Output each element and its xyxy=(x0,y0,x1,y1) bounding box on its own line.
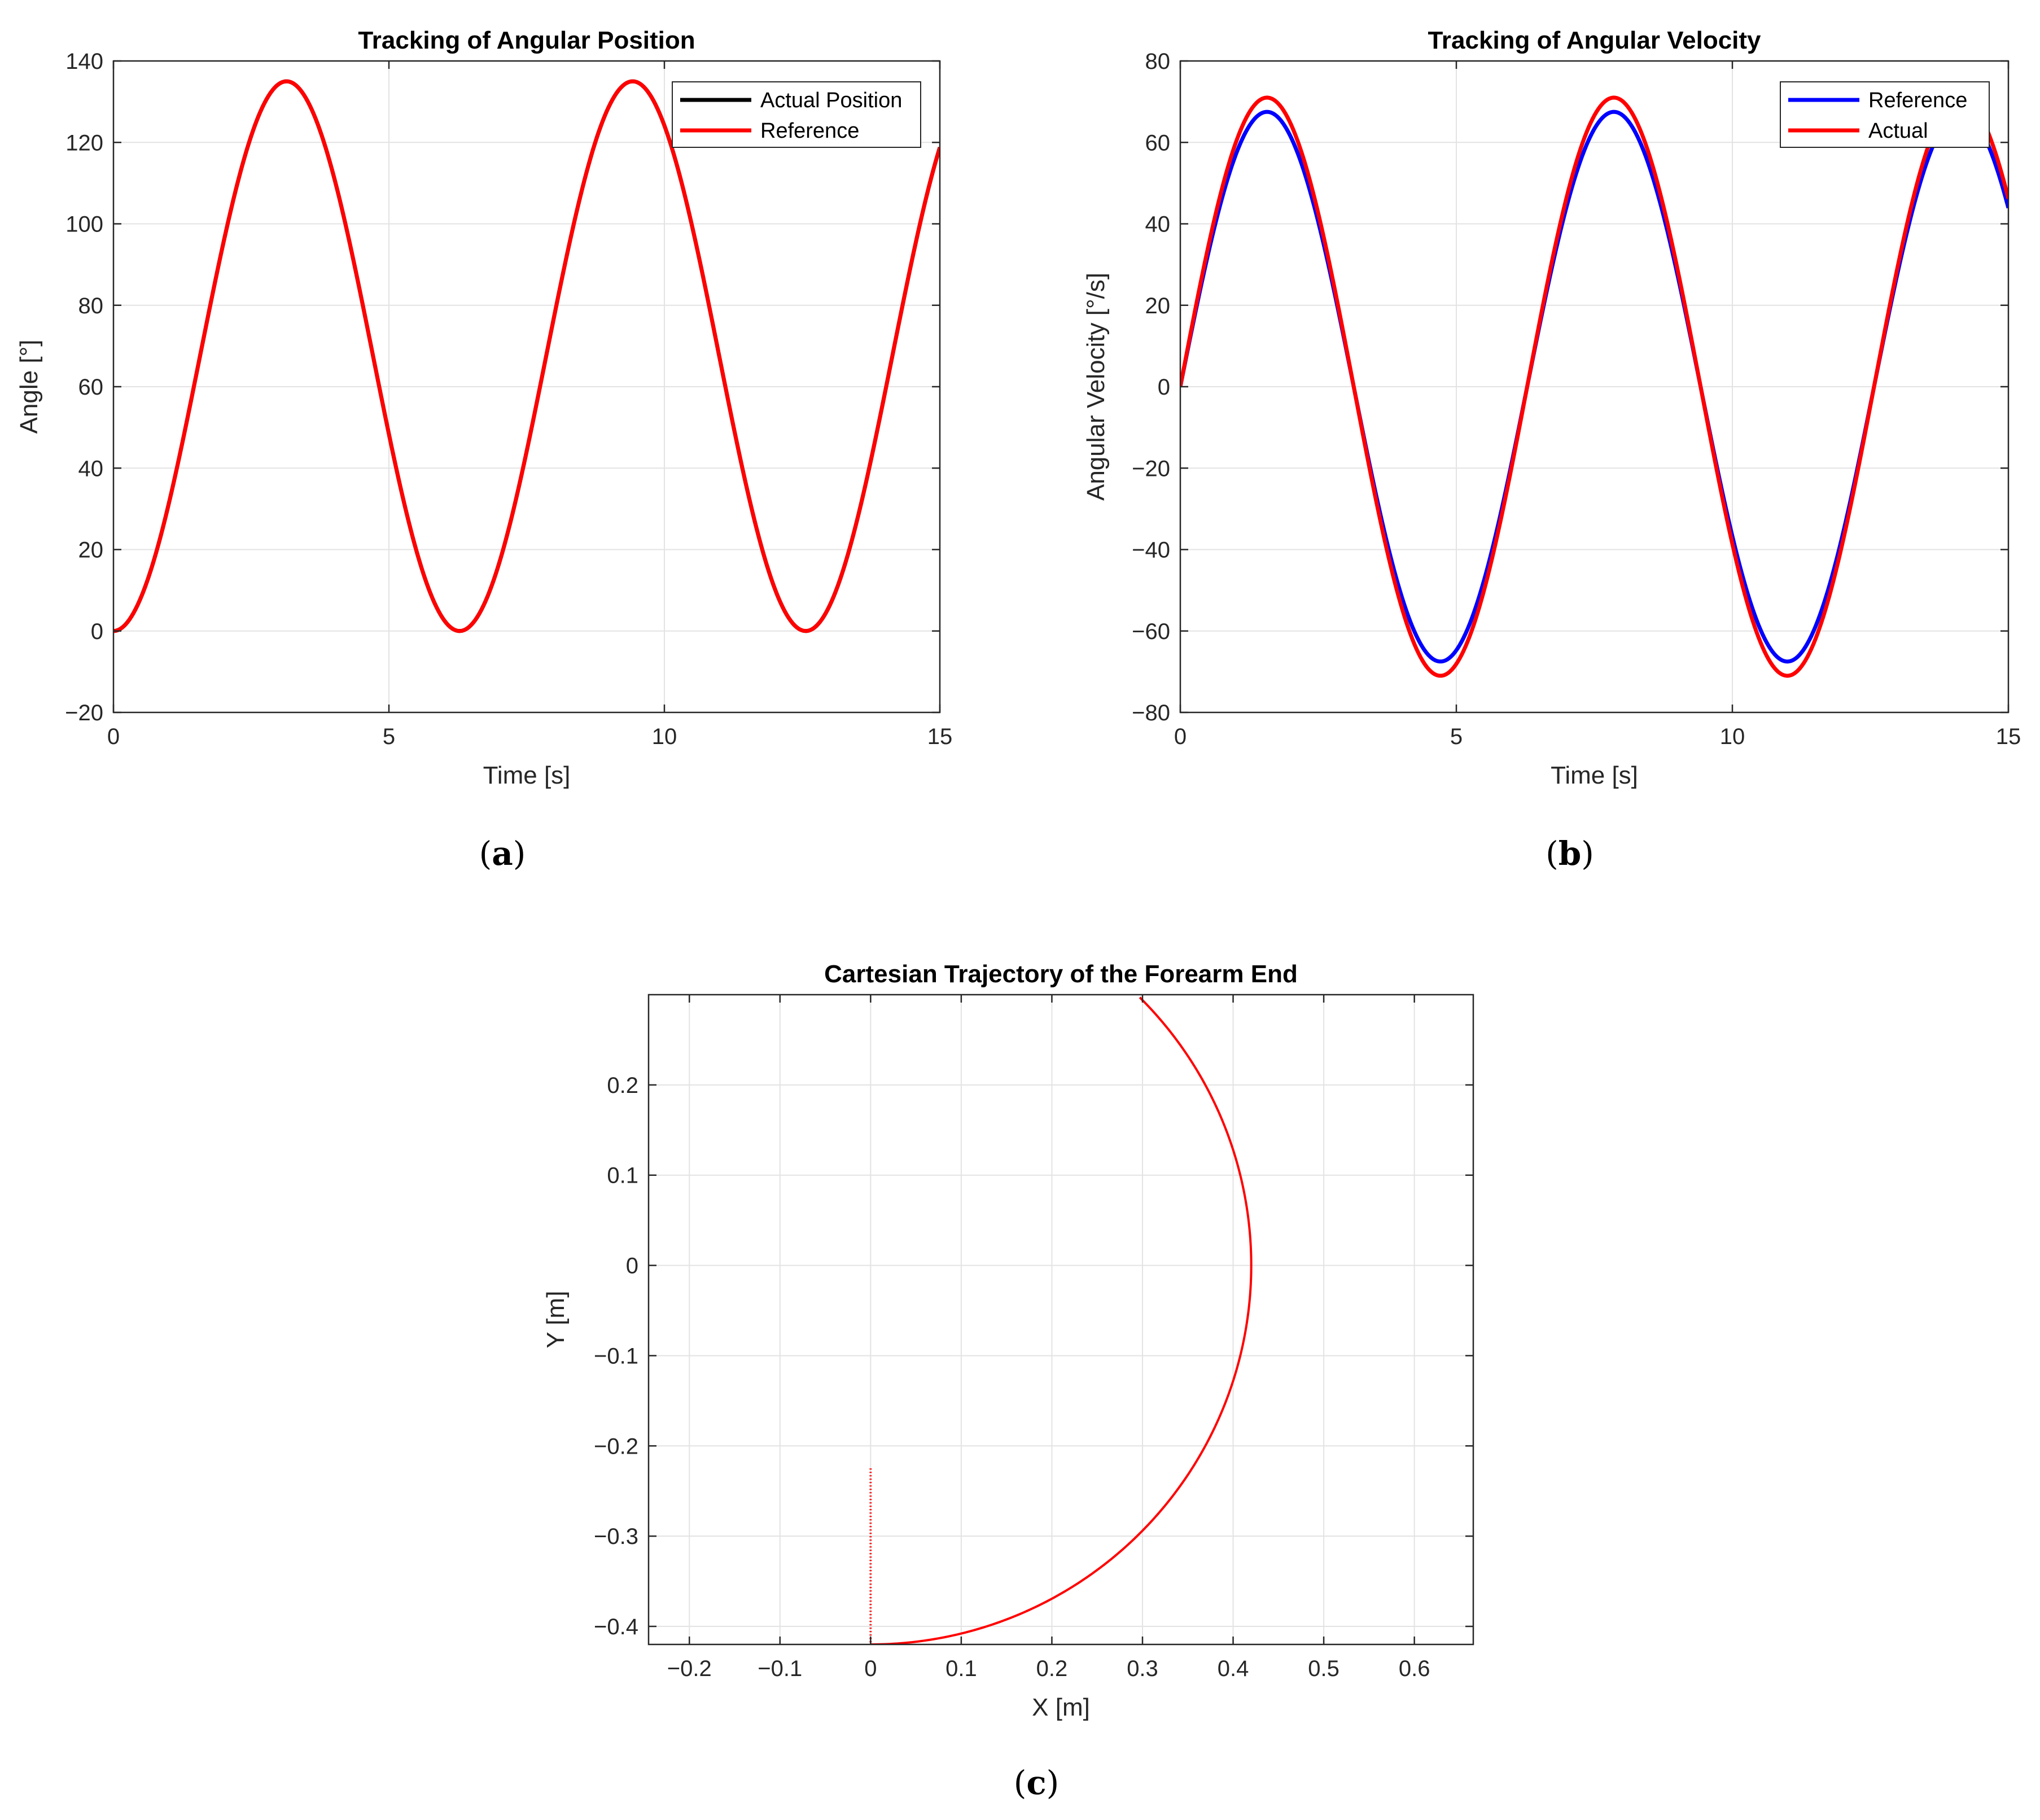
y-tick-label: −80 xyxy=(1132,701,1170,725)
y-tick-label: −0.3 xyxy=(594,1524,638,1549)
x-tick-label: −0.1 xyxy=(758,1656,802,1681)
caption-close-paren: ) xyxy=(1047,1764,1060,1802)
panel-caption: (c) xyxy=(1014,1764,1060,1802)
x-tick-label: 15 xyxy=(1996,724,2021,749)
y-tick-label: 0 xyxy=(1158,375,1170,400)
x-tick-label: 10 xyxy=(652,724,677,749)
x-tick-label: 0 xyxy=(1174,724,1187,749)
x-tick-label: 0.3 xyxy=(1127,1656,1158,1681)
x-axis-label: Time [s] xyxy=(1551,762,1638,789)
y-tick-label: 40 xyxy=(78,456,104,481)
plot-area xyxy=(649,995,1473,1644)
series-group xyxy=(113,79,940,633)
caption-open-paren: ( xyxy=(479,834,492,873)
panel-caption: (a) xyxy=(479,834,526,873)
x-tick-label: 0.5 xyxy=(1308,1656,1339,1681)
y-tick-label: 0 xyxy=(626,1254,638,1279)
x-tick-label: 0.1 xyxy=(945,1656,977,1681)
legend-label: Actual xyxy=(1868,119,1928,143)
series-line-actual xyxy=(1180,95,2008,678)
chart-title: Tracking of Angular Velocity xyxy=(1428,27,1761,54)
x-tick-label: 5 xyxy=(1450,724,1463,749)
y-tick-label: 60 xyxy=(1145,130,1171,155)
y-tick-label: −40 xyxy=(1132,538,1170,563)
y-tick-label: 120 xyxy=(65,130,103,155)
x-tick-label: 15 xyxy=(927,724,953,749)
x-tick-label: 0 xyxy=(107,724,120,749)
caption-letter: b xyxy=(1559,834,1582,873)
y-tick-label: 20 xyxy=(78,538,104,563)
y-tick-label: 100 xyxy=(65,212,103,237)
y-axis-label: Y [m] xyxy=(542,1291,570,1349)
legend-label: Reference xyxy=(760,119,859,143)
chart-c: −0.2 −0.1 0 0.1 0.2 0.3 0.4 0.5 0.6 −0.4 −0.3 −0.2 −… xyxy=(542,960,1474,1802)
caption-close-paren: ) xyxy=(1581,834,1594,873)
y-tick-label: 80 xyxy=(78,294,104,318)
y-tick-label: 0.2 xyxy=(607,1073,638,1098)
chart-title: Cartesian Trajectory of the Forearm End xyxy=(824,960,1298,988)
x-tick-label: 0.2 xyxy=(1036,1656,1068,1681)
y-tick-label: −60 xyxy=(1132,619,1170,644)
caption-letter: c xyxy=(1026,1764,1046,1802)
x-tick-label: 0.4 xyxy=(1218,1656,1249,1681)
trajectory-arc xyxy=(870,996,1253,1644)
series-group xyxy=(1180,95,2008,678)
y-tick-label: 140 xyxy=(65,49,103,74)
legend-box xyxy=(672,81,921,148)
axes-box xyxy=(647,994,1474,1646)
y-tick-label: −0.4 xyxy=(594,1615,638,1639)
caption-letter: a xyxy=(492,834,513,873)
y-axis-label: Angular Velocity [°/s] xyxy=(1082,273,1110,501)
series-group xyxy=(869,996,1253,1644)
legend-box xyxy=(1780,81,1990,148)
y-tick-label: −20 xyxy=(1132,456,1170,481)
y-tick-label: 60 xyxy=(78,375,104,400)
legend: Actual Position Reference xyxy=(672,81,921,148)
legend-label: Reference xyxy=(1868,89,1967,112)
series-line-reference xyxy=(113,79,940,633)
x-axis-label: Time [s] xyxy=(483,762,571,789)
y-tick-label: −0.1 xyxy=(594,1344,638,1368)
y-axis-label: Angle [°] xyxy=(15,340,43,434)
x-tick-label: 10 xyxy=(1720,724,1745,749)
x-tick-label: 0.6 xyxy=(1399,1656,1430,1681)
caption-open-paren: ( xyxy=(1546,834,1559,873)
y-tick-label: −20 xyxy=(65,701,103,725)
y-tick-label: 20 xyxy=(1145,294,1171,318)
x-axis-label: X [m] xyxy=(1032,1694,1090,1721)
caption-close-paren: ) xyxy=(513,834,526,873)
y-tick-label: 40 xyxy=(1145,212,1171,237)
caption-open-paren: ( xyxy=(1014,1764,1027,1802)
x-tick-label: 0 xyxy=(864,1656,877,1681)
panel-caption: (b) xyxy=(1546,834,1594,873)
y-tick-label: 80 xyxy=(1145,49,1171,74)
x-tick-label: 5 xyxy=(383,724,395,749)
chart-b: 0 5 10 15 −80 −60 −40 −20 0 20 40 60 80 Tracking of A… xyxy=(1082,27,2021,873)
legend-label: Actual Position xyxy=(760,89,902,112)
x-tick-label: −0.2 xyxy=(667,1656,712,1681)
y-tick-label: 0.1 xyxy=(607,1163,638,1188)
legend: Reference Actual xyxy=(1780,81,1990,148)
y-tick-label: −0.2 xyxy=(594,1434,638,1459)
y-tick-label: 0 xyxy=(91,619,103,644)
chart-title: Tracking of Angular Position xyxy=(358,27,695,54)
